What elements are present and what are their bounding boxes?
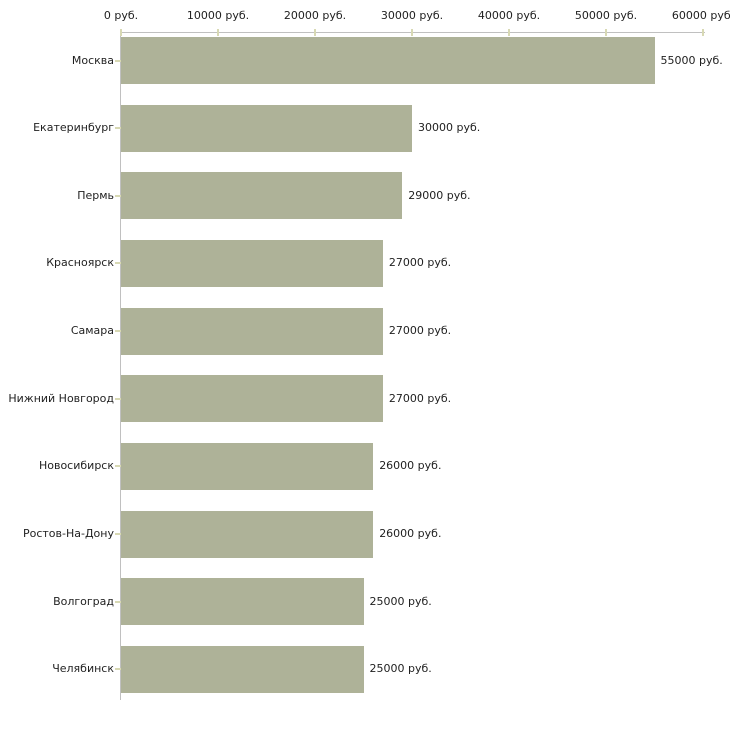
value-label: 26000 руб. bbox=[379, 527, 442, 541]
category-label: Пермь bbox=[77, 188, 114, 202]
x-axis-line bbox=[121, 32, 705, 33]
bar bbox=[121, 239, 383, 287]
category-label: Ростов-На-Дону bbox=[22, 527, 114, 541]
y-axis-tick bbox=[115, 668, 121, 671]
x-axis-tick-label: 0 руб. bbox=[103, 9, 139, 22]
value-label: 27000 руб. bbox=[388, 391, 452, 405]
bar bbox=[121, 645, 364, 693]
bar bbox=[121, 578, 364, 626]
y-axis-tick bbox=[115, 397, 121, 400]
x-axis-tick-label: 40000 руб. bbox=[477, 9, 541, 22]
value-label: 26000 руб. bbox=[379, 459, 442, 473]
value-label: 29000 руб. bbox=[408, 188, 471, 202]
category-label: Красноярск bbox=[46, 256, 114, 270]
x-axis-tick-label: 30000 руб. bbox=[380, 9, 444, 22]
y-axis-tick bbox=[115, 533, 121, 536]
category-label: Волгоград bbox=[53, 594, 114, 608]
category-label: Челябинск bbox=[52, 662, 114, 676]
value-label: 55000 руб. bbox=[660, 53, 723, 67]
value-label: 30000 руб. bbox=[418, 121, 481, 135]
y-axis-line bbox=[120, 32, 121, 700]
bar bbox=[121, 104, 412, 152]
bar bbox=[121, 375, 383, 423]
y-axis-tick bbox=[115, 127, 121, 130]
x-axis-tick-label: 10000 руб. bbox=[186, 9, 250, 22]
category-label: Нижний Новгород bbox=[8, 391, 114, 405]
value-label: 25000 руб. bbox=[369, 662, 432, 676]
x-axis-tick-label: 50000 руб. bbox=[574, 9, 638, 22]
bar bbox=[121, 37, 655, 84]
y-axis-tick bbox=[115, 600, 121, 603]
category-label: Москва bbox=[71, 53, 114, 67]
x-axis-tick-label: 60000 руб. bbox=[671, 9, 730, 22]
x-axis-tick bbox=[605, 29, 607, 36]
category-label: Новосибирск bbox=[38, 459, 114, 473]
y-axis-tick bbox=[115, 59, 121, 62]
category-label: Самара bbox=[70, 324, 114, 338]
bar bbox=[121, 442, 374, 490]
x-axis-tick bbox=[508, 29, 510, 36]
y-axis-tick bbox=[115, 330, 121, 333]
y-axis-tick bbox=[115, 262, 121, 265]
y-axis-tick bbox=[115, 465, 121, 468]
category-label: Екатеринбург bbox=[33, 121, 114, 135]
value-label: 25000 руб. bbox=[369, 594, 432, 608]
bar bbox=[121, 307, 383, 355]
x-axis-tick bbox=[314, 29, 316, 36]
value-label: 27000 руб. bbox=[388, 324, 452, 338]
x-axis-tick bbox=[411, 29, 413, 36]
y-axis-tick bbox=[115, 194, 121, 197]
x-axis-tick bbox=[217, 29, 219, 36]
value-label: 27000 руб. bbox=[388, 256, 452, 270]
x-axis-tick bbox=[120, 29, 122, 36]
x-axis-tick bbox=[702, 29, 704, 36]
bar bbox=[121, 510, 374, 558]
bar bbox=[121, 172, 403, 220]
x-axis-tick-label: 20000 руб. bbox=[283, 9, 347, 22]
